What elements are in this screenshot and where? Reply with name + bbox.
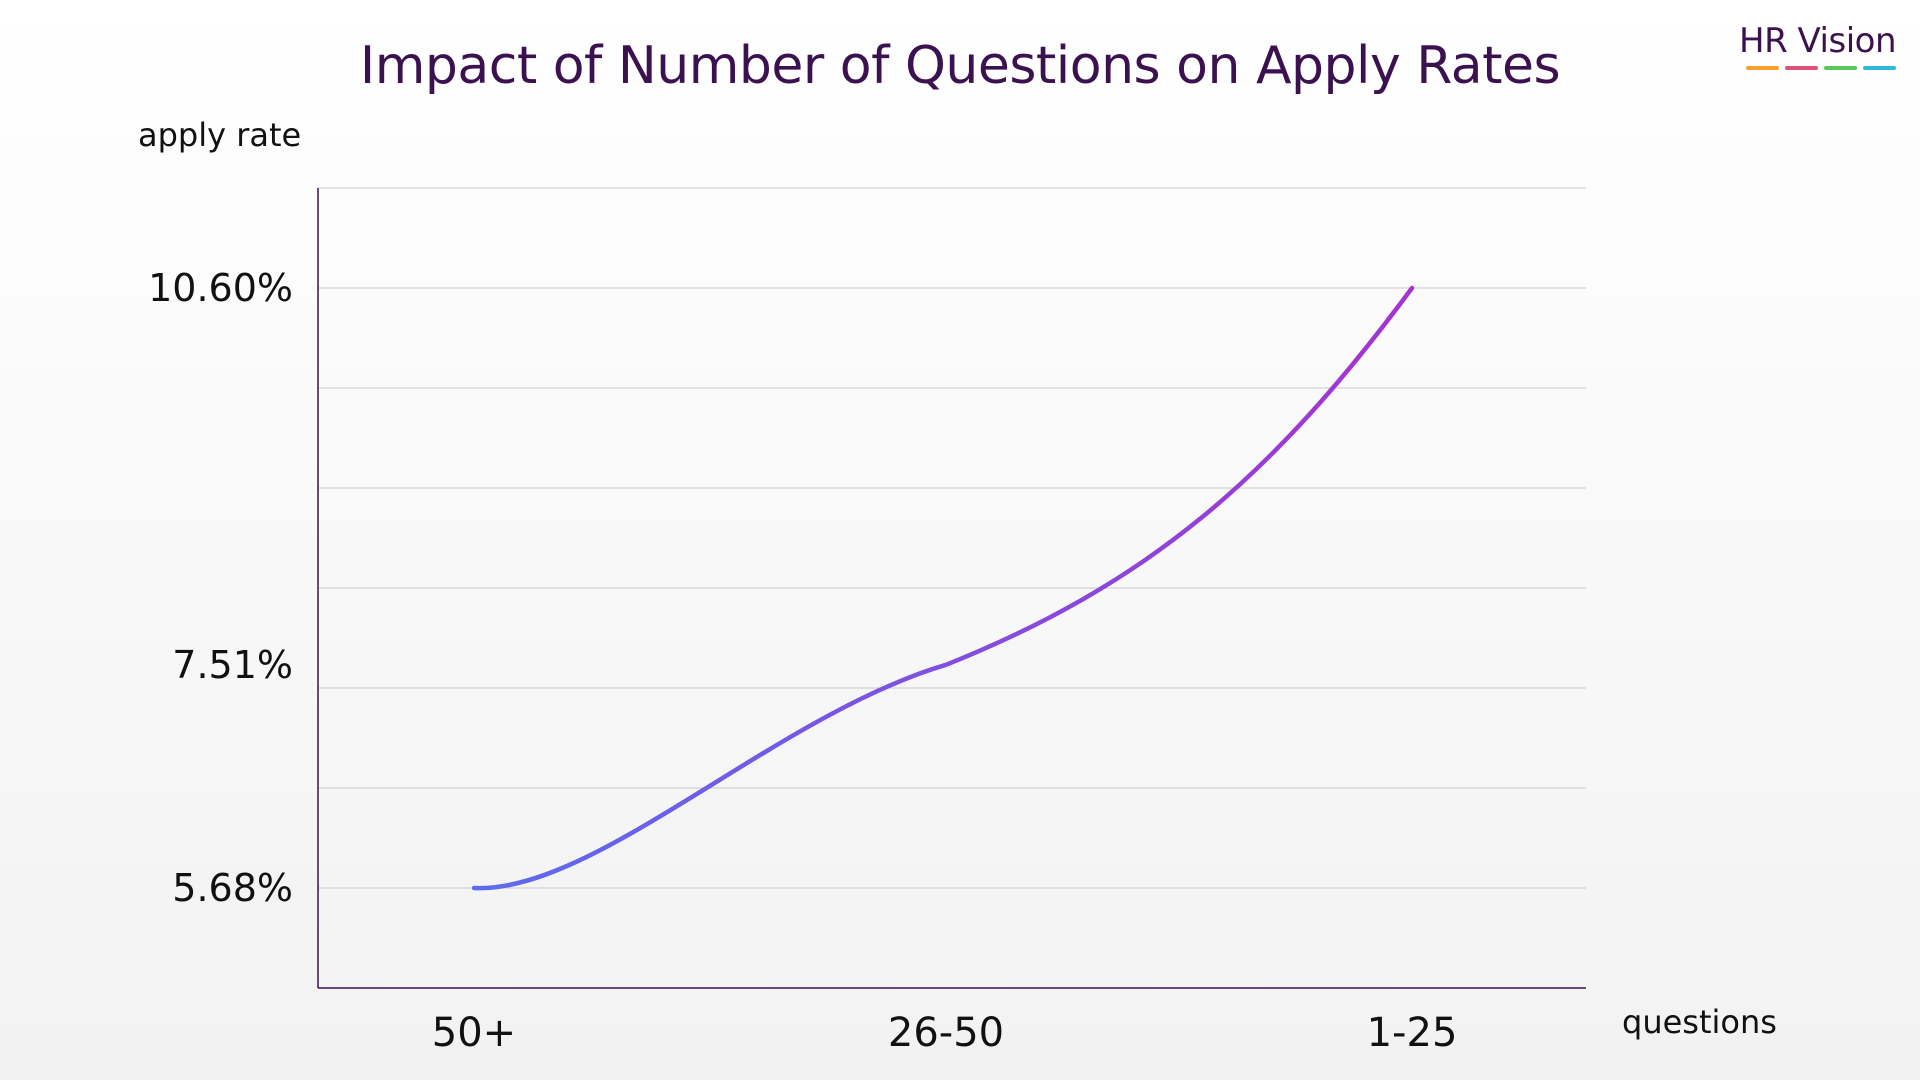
y-tick-labels: 10.60% 7.51% 5.68% xyxy=(148,266,293,910)
logo-text: HR Vision xyxy=(1739,21,1896,61)
chart-title: Impact of Number of Questions on Apply R… xyxy=(359,36,1561,96)
x-tick-label: 26-50 xyxy=(888,1010,1004,1056)
logo-bar-green xyxy=(1824,66,1857,70)
y-axis-label: apply rate xyxy=(138,116,302,154)
logo-bar-orange xyxy=(1746,66,1779,70)
grid-lines xyxy=(318,187,1586,889)
y-tick-label: 5.68% xyxy=(172,866,293,910)
y-tick-label: 10.60% xyxy=(148,266,293,310)
brand-logo: HR Vision xyxy=(1736,18,1897,70)
x-tick-label: 50+ xyxy=(432,1010,516,1056)
logo-bar-pink xyxy=(1785,66,1818,70)
logo-bar-cyan xyxy=(1863,66,1896,70)
logo-underline xyxy=(1736,66,1896,70)
x-tick-label: 1-25 xyxy=(1367,1010,1458,1056)
series-layer xyxy=(471,285,1415,891)
series-line xyxy=(471,285,1415,891)
axes xyxy=(317,188,1586,989)
x-axis-label: questions xyxy=(1622,1003,1777,1041)
y-tick-label: 7.51% xyxy=(172,643,293,687)
x-tick-labels: 50+ 26-50 1-25 xyxy=(432,1010,1458,1056)
